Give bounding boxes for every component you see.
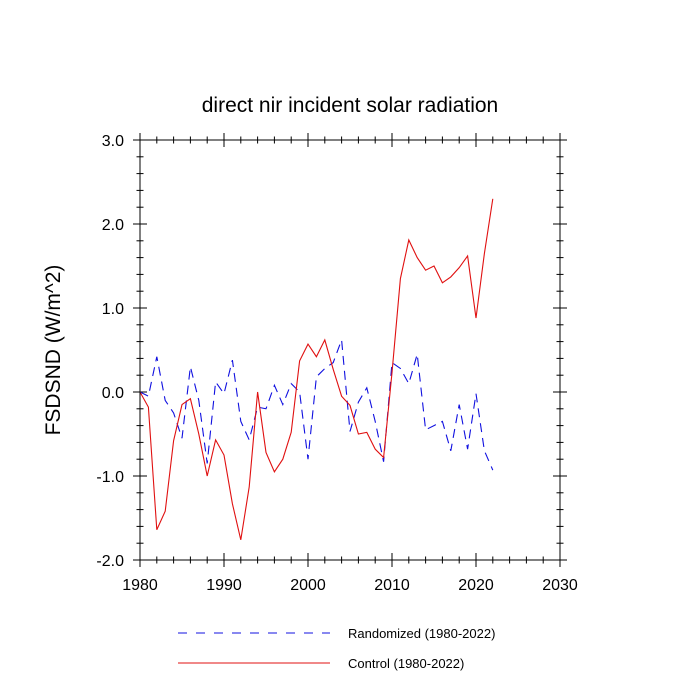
legend-label: Control (1980-2022) <box>348 656 464 671</box>
x-tick-label: 2010 <box>374 577 410 594</box>
y-tick-label: -2.0 <box>96 553 124 570</box>
x-tick-label: 1990 <box>206 577 242 594</box>
y-tick-label: 0.0 <box>102 385 124 402</box>
y-tick-label: 2.0 <box>102 217 124 234</box>
x-tick-label: 1980 <box>122 577 158 594</box>
plot-frame <box>139 139 561 561</box>
y-tick-label: 1.0 <box>102 301 124 318</box>
legend: Randomized (1980-2022) Control (1980-2022… <box>178 626 495 671</box>
y-tick-label: 3.0 <box>102 133 124 150</box>
x-tick-label: 2020 <box>458 577 494 594</box>
chart-title: direct nir incident solar radiation <box>202 94 498 117</box>
series-line-randomized <box>139 339 494 471</box>
axis-tick-labels: 1980 1990 2000 2010 2020 2030 -2.0 -1.0 0.0 1.0 2.… <box>96 133 577 594</box>
y-axis-label: FSDSND (W/m^2) <box>42 265 65 436</box>
legend-label: Randomized (1980-2022) <box>348 626 495 641</box>
x-tick-label: 2000 <box>290 577 326 594</box>
y-tick-label: -1.0 <box>96 469 124 486</box>
axis-ticks <box>133 133 567 567</box>
series-lines <box>139 198 494 540</box>
x-tick-label: 2030 <box>542 577 578 594</box>
series-line-control <box>139 198 494 540</box>
